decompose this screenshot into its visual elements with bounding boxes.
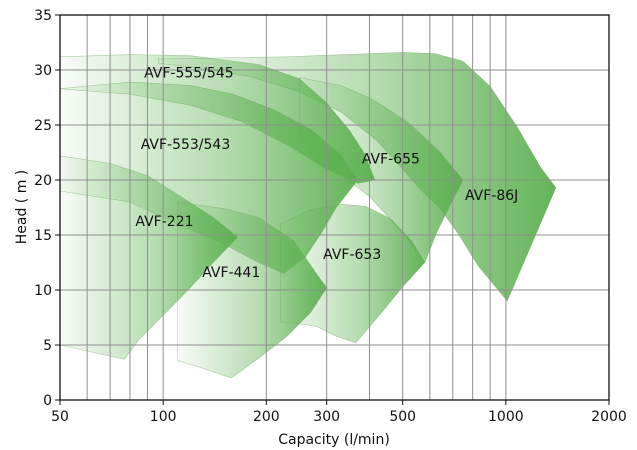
y-tick-label: 25 xyxy=(34,118,52,134)
label-avf-655: AVF-655 xyxy=(362,152,420,168)
label-avf-653: AVF-653 xyxy=(323,247,381,263)
y-tick-label: 5 xyxy=(43,338,52,354)
plot-frame xyxy=(59,14,610,401)
y-tick-label: 20 xyxy=(34,173,52,189)
label-avf-86j: AVF-86J xyxy=(465,188,518,204)
x-tick-label: 2000 xyxy=(591,409,627,425)
x-axis-title: Capacity (l/min) xyxy=(278,432,390,448)
y-tick-label: 30 xyxy=(34,63,52,79)
label-avf-441: AVF-441 xyxy=(202,265,260,281)
x-tick-label: 50 xyxy=(51,409,69,425)
label-avf-221: AVF-221 xyxy=(135,214,193,230)
performance-regions xyxy=(59,52,557,379)
label-avf-553-543: AVF-553/543 xyxy=(141,137,231,153)
x-tick-label: 1000 xyxy=(488,409,524,425)
y-tick-label: 15 xyxy=(34,228,52,244)
x-tick-label: 100 xyxy=(150,409,177,425)
y-tick-label: 35 xyxy=(34,8,52,24)
y-axis-title: Head ( m ) xyxy=(14,170,30,245)
ticks: 50 100 200 300 500 1000 2000 0 5 10 15 20 25 30 35 xyxy=(34,8,627,425)
region-labels: AVF-86J AVF-655 AVF-555/545 AVF-553/543 AVF-… xyxy=(135,66,518,281)
y-tick-label: 10 xyxy=(34,283,52,299)
label-avf-555-545: AVF-555/545 xyxy=(144,66,234,82)
y-tick-label: 0 xyxy=(43,393,52,409)
x-tick-label: 300 xyxy=(313,409,340,425)
x-tick-label: 200 xyxy=(253,409,280,425)
grid xyxy=(60,15,609,400)
x-tick-label: 500 xyxy=(389,409,416,425)
